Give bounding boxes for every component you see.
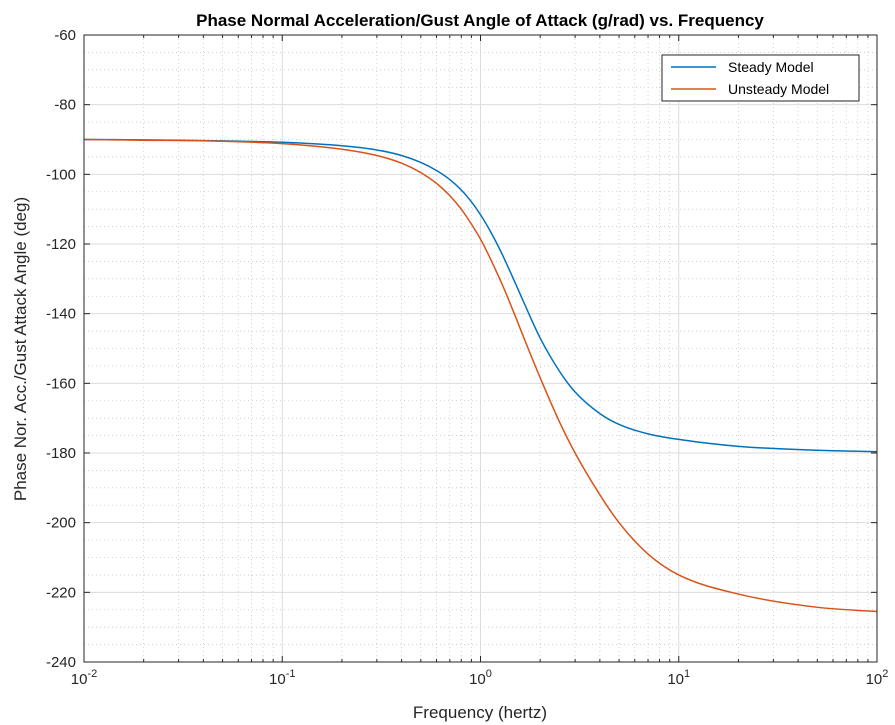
x-tick-label: 100 [469,668,492,688]
legend: Steady Model Unsteady Model [661,54,860,102]
y-tick-label: -220 [46,584,76,601]
x-tick-label: 102 [866,668,889,688]
y-tick-label: -200 [46,515,76,532]
chart-title: Phase Normal Acceleration/Gust Angle of … [196,11,764,30]
minor-grid [84,35,877,662]
y-axis-label: Phase Nor. Acc./Gust Attack Angle (deg) [11,197,30,501]
series-lines [83,138,878,613]
x-tick-label: 10-2 [71,668,97,688]
major-grid [83,34,878,663]
y-tick-label: -120 [46,236,76,253]
legend-box [661,54,860,102]
series-line-steady [83,138,878,453]
y-tick-label: -100 [46,166,76,183]
y-tick-label: -240 [46,654,76,671]
x-axis-label: Frequency (hertz) [413,703,547,722]
y-tick-label: -180 [46,445,76,462]
y-tick-label: -80 [54,97,76,114]
legend-label-unsteady: Unsteady Model [728,81,829,97]
legend-label-steady: Steady Model [728,59,814,75]
y-tick-label: -140 [46,306,76,323]
x-tick-labels: 10-2 10-1 100 101 102 [71,668,889,688]
y-tick-label: -60 [54,27,76,44]
x-tick-label: 101 [667,668,690,688]
axis-ticks [83,34,878,663]
y-tick-labels: -240 -220 -200 -180 -160 -140 -120 -100 -80 -60 [46,27,76,671]
y-tick-label: -160 [46,375,76,392]
x-tick-label: 10-1 [269,668,295,688]
series-line-unsteady [83,138,878,613]
